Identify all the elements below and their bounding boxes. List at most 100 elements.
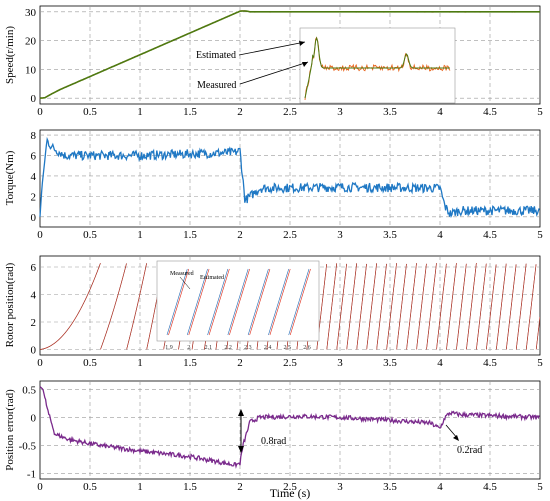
rotor-inset-measured-tooth (288, 268, 310, 336)
error-y-label: Position error(rad) (4, 389, 16, 471)
position-error-panel: -1 -0.5 0 0.5 0 0.5 1 1.5 2 2.5 3 3.5 4 4.5 5 Positio… (4, 380, 543, 500)
rotor-position-panel: 0 2 4 6 0 0.5 1 1.5 2 2.5 3 3.5 4 4.5 5 Rotor positio… (4, 255, 543, 369)
x-tick-label: 3 (337, 481, 343, 493)
x-tick-label: 1 (137, 106, 143, 118)
x-tick-label: 2.5 (283, 481, 297, 493)
x-tick-label: 4 (437, 481, 443, 493)
speed-series (39, 10, 541, 100)
x-tick-label: 5 (537, 481, 543, 493)
rotor-inset-measured-tooth (207, 268, 229, 336)
error-series (39, 386, 540, 469)
x-tick-label: 2.5 (283, 106, 297, 118)
y-tick-label: 10 (25, 64, 37, 76)
speed-annotation-measured: Measured (197, 80, 236, 91)
x-tick-label: 4.5 (483, 481, 497, 493)
error-arrowhead-up (238, 409, 244, 416)
rotor-inset-measured-tooth (227, 268, 249, 336)
x-axis-label: Time (s) (270, 486, 311, 500)
y-tick-label: 20 (25, 36, 37, 48)
rotor-x-ticks: 0 0.5 1 1.5 2 2.5 3 3.5 4 4.5 5 (37, 357, 543, 369)
rotor-y-ticks: 0 2 4 6 (31, 262, 37, 357)
speed-arrowhead-estimated (299, 41, 305, 46)
x-tick-label: 1 (137, 481, 143, 493)
error-annotation-0.2rad: 0.2rad (457, 445, 482, 456)
rotor-inset-measured-tooth (186, 268, 208, 336)
error-x-ticks: 0 0.5 1 1.5 2 2.5 3 3.5 4 4.5 5 (37, 481, 543, 493)
y-tick-label: -0.5 (19, 440, 37, 452)
x-tick-label: 5 (537, 357, 543, 369)
x-tick-label: 5 (537, 106, 543, 118)
y-tick-label: -1 (27, 468, 36, 480)
rotor-inset-lines (166, 268, 311, 336)
x-tick-label: 4.5 (483, 106, 497, 118)
rotor-inset-measured-tooth (268, 268, 290, 336)
rotor-inset-tick-label: 2 (187, 345, 190, 351)
x-tick-label: 2.5 (283, 357, 297, 369)
rotor-inset-legend-estimated: Estimated (200, 275, 224, 281)
rotor-inset-estimated-tooth (229, 268, 250, 336)
rotor-inset-tick-label: 2.4 (264, 345, 272, 351)
y-tick-label: 2 (31, 317, 37, 329)
y-tick-label: 8 (31, 130, 37, 142)
x-tick-label: 1 (137, 357, 143, 369)
x-tick-label: 1.5 (183, 357, 197, 369)
y-tick-label: 0.5 (22, 384, 36, 396)
y-tick-label: 6 (31, 151, 37, 163)
x-tick-label: 0.5 (83, 357, 97, 369)
rotor-y-label: Rotor position(rad) (4, 262, 16, 347)
x-tick-label: 5 (537, 229, 543, 241)
rotor-inset-estimated-tooth (188, 268, 210, 336)
speed-x-ticks: 0 0.5 1 1.5 2 2.5 3 3.5 4 4.5 5 (37, 106, 543, 118)
x-tick-label: 1.5 (183, 229, 197, 241)
x-tick-label: 4 (437, 106, 443, 118)
x-tick-label: 3.5 (383, 357, 397, 369)
error-arrowhead-down (238, 446, 244, 453)
y-tick-label: 0 (31, 93, 37, 105)
speed-inset-measured-line (304, 36, 450, 99)
torque-series (39, 136, 540, 219)
speed-arrowhead-measured (302, 62, 308, 67)
rotor-inset-x-ticks: 1.9 2 2.1 2.2 2.3 2.4 2.5 2.6 (165, 345, 311, 351)
y-tick-label: 4 (31, 290, 37, 302)
torque-x-ticks: 0 0.5 1 1.5 2 2.5 3 3.5 4 4.5 5 (37, 229, 543, 241)
speed-inset (299, 27, 456, 104)
position-error-line (39, 386, 540, 469)
rotor-inset-estimated-tooth (289, 268, 311, 336)
x-tick-label: 3.5 (383, 229, 397, 241)
x-tick-label: 0 (37, 481, 43, 493)
rotor-inset-tick-label: 2.5 (284, 345, 292, 351)
speed-inset-estimated-line (304, 36, 451, 100)
x-tick-label: 2 (237, 481, 243, 493)
x-tick-label: 3 (337, 357, 343, 369)
x-tick-label: 4 (437, 229, 443, 241)
rotor-inset-tick-label: 2.1 (205, 345, 213, 351)
x-tick-label: 3 (337, 229, 343, 241)
rotor-inset-tick-label: 2.2 (224, 345, 232, 351)
speed-arrow-estimated (238, 41, 306, 56)
y-tick-label: 30 (25, 7, 37, 19)
x-tick-label: 1.5 (183, 481, 197, 493)
y-tick-label: 0 (31, 345, 37, 357)
speed-inset-frame (299, 27, 456, 104)
x-tick-label: 1.5 (183, 106, 197, 118)
torque-y-label: Torque(Nm) (4, 150, 16, 205)
speed-panel: 0 10 20 30 0 0.5 1 1.5 2 2.5 3 3.5 4 4.5 5 Speed(r/mi… (4, 5, 543, 118)
x-tick-label: 2 (237, 357, 243, 369)
rotor-inset-tick-label: 2.6 (303, 345, 311, 351)
x-tick-label: 0 (37, 106, 43, 118)
speed-arrow-measured (239, 61, 309, 85)
rotor-inset-measured-tooth (247, 268, 269, 336)
torque-panel: 0 2 4 6 8 0 0.5 1 1.5 2 2.5 3 3.5 4 4.5 5 Torque(Nm) (4, 129, 543, 241)
speed-line-measured (39, 10, 540, 99)
rotor-inset: 1.9 2 2.1 2.2 2.3 2.4 2.5 2.6 Measured Estimate… (156, 260, 320, 351)
speed-annotation-estimated: Estimated (196, 50, 236, 61)
error-grid (40, 381, 540, 479)
y-tick-label: 2 (31, 191, 37, 203)
error-y-ticks: -1 -0.5 0 0.5 (19, 384, 37, 480)
rotor-inset-measured-tooth (166, 268, 188, 336)
speed-y-label: Speed(r/min) (4, 26, 16, 84)
x-tick-label: 0.5 (83, 481, 97, 493)
x-tick-label: 2 (237, 229, 243, 241)
x-tick-label: 3.5 (383, 481, 397, 493)
